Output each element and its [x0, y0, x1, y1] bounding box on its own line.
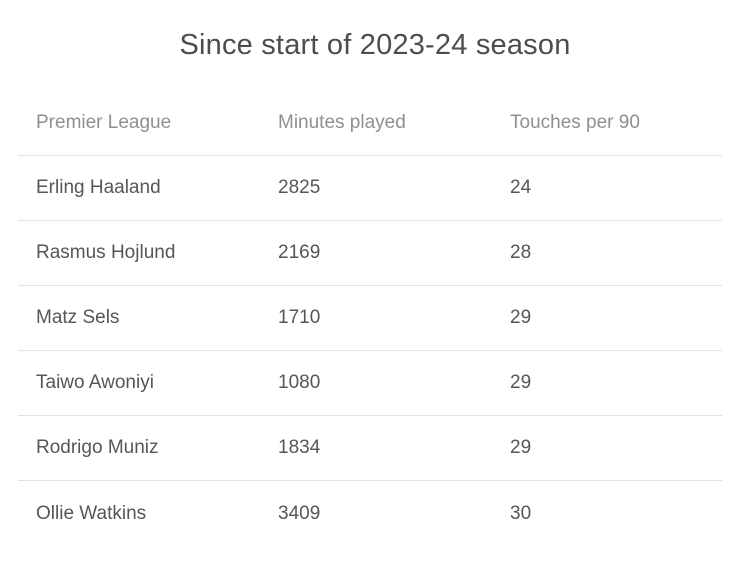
touches-per-90-cell: 29 — [510, 307, 532, 328]
touches-per-90-cell: 24 — [510, 177, 532, 198]
minutes-played-cell: 2825 — [278, 177, 321, 198]
table-row: Rasmus Hojlund 2169 28 — [18, 221, 722, 286]
player-name-cell: Taiwo Awoniyi — [36, 372, 154, 393]
table-row: Ollie Watkins 3409 30 — [18, 481, 722, 546]
stats-table: Premier League Minutes played Touches pe… — [18, 91, 722, 546]
player-name-cell: Erling Haaland — [36, 177, 161, 198]
table-row: Rodrigo Muniz 1834 29 — [18, 416, 722, 481]
touches-per-90-cell: 29 — [510, 437, 532, 458]
column-header-premier-league: Premier League — [36, 112, 172, 133]
minutes-played-cell: 1080 — [278, 372, 321, 393]
table-row: Erling Haaland 2825 24 — [18, 156, 722, 221]
player-name-cell: Rasmus Hojlund — [36, 242, 176, 263]
touches-per-90-cell: 29 — [510, 372, 532, 393]
minutes-played-cell: 2169 — [278, 242, 321, 263]
player-name-cell: Ollie Watkins — [36, 502, 147, 524]
minutes-played-cell: 1834 — [278, 437, 321, 458]
minutes-played-cell: 3409 — [278, 502, 321, 524]
table-header-row: Premier League Minutes played Touches pe… — [18, 91, 722, 156]
player-name-cell: Rodrigo Muniz — [36, 437, 159, 458]
column-header-touches-per-90: Touches per 90 — [510, 112, 640, 133]
page-title: Since start of 2023-24 season — [179, 29, 571, 61]
table-row: Taiwo Awoniyi 1080 29 — [18, 351, 722, 416]
column-header-minutes-played: Minutes played — [278, 112, 406, 133]
player-name-cell: Matz Sels — [36, 307, 120, 328]
touches-per-90-cell: 30 — [510, 502, 532, 524]
touches-per-90-cell: 28 — [510, 242, 532, 263]
table-row: Matz Sels 1710 29 — [18, 286, 722, 351]
minutes-played-cell: 1710 — [278, 307, 321, 328]
